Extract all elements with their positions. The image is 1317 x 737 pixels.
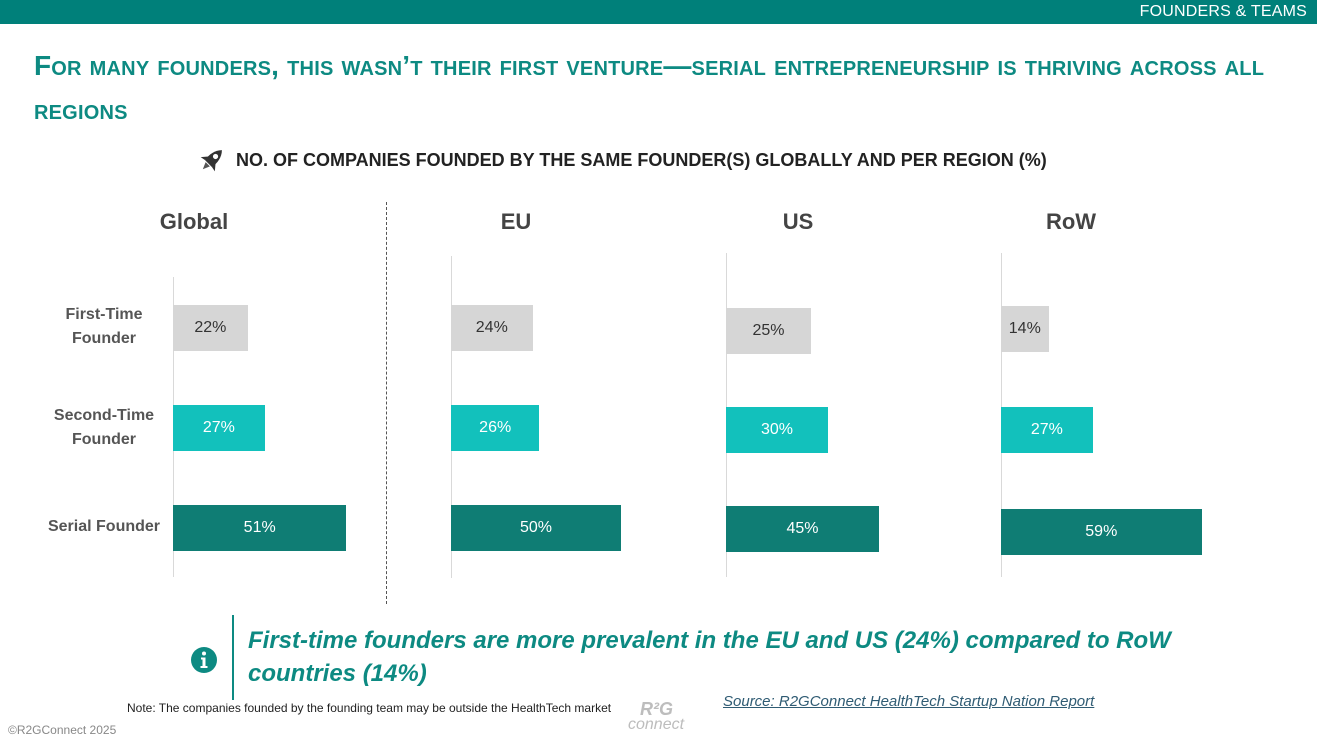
chart-title: NO. OF COMPANIES FOUNDED BY THE SAME FOU…: [196, 143, 1047, 177]
bar-eu-first: 24%: [451, 305, 533, 351]
panel-title-eu: EU: [500, 209, 532, 234]
page-headline: For many founders, this wasn’t their fir…: [34, 50, 1265, 125]
bar-label: 45%: [786, 520, 819, 537]
rocket-icon: [200, 150, 222, 172]
info-icon: [191, 647, 217, 673]
bar-label: 27%: [1030, 421, 1063, 438]
row-label-serial: Serial Founder: [47, 518, 161, 535]
row-label-second: Second-Time Founder: [53, 407, 155, 448]
bar-label: 27%: [202, 419, 235, 436]
bar-label: 30%: [760, 421, 794, 438]
bar-global-serial: 51%: [173, 505, 347, 551]
bar-eu-second: 26%: [451, 405, 540, 451]
copyright: ©R2GConnect 2025: [8, 723, 117, 737]
bar-us-first: 25%: [726, 308, 811, 354]
bar-row-second: 27%: [1001, 407, 1093, 453]
panel-title-global: Global: [159, 209, 229, 234]
bar-us-serial: 45%: [726, 506, 879, 552]
panel-title-row: RoW: [1045, 209, 1097, 234]
logo-mark: R²G: [640, 699, 673, 719]
bar-eu-serial: 50%: [451, 505, 621, 551]
chart-title-text: NO. OF COMPANIES FOUNDED BY THE SAME FOU…: [236, 149, 1047, 170]
insight-text: First-time founders are more prevalent i…: [248, 627, 1171, 687]
bar-label: 50%: [519, 519, 553, 536]
panel-title-us: US: [782, 209, 814, 234]
bar-label: 14%: [1008, 320, 1041, 337]
bar-label: 25%: [752, 322, 785, 339]
bar-label: 59%: [1085, 523, 1118, 540]
bar-us-second: 30%: [726, 407, 828, 453]
footnote: Note: The companies founded by the found…: [127, 701, 612, 715]
bar-label: 26%: [479, 419, 512, 436]
bar-row-serial: 59%: [1001, 509, 1202, 555]
logo-wordmark: connect: [628, 716, 685, 733]
bar-label: 22%: [194, 319, 227, 336]
bar-global-first: 22%: [173, 305, 248, 351]
top-banner: FOUNDERS & TEAMS: [0, 0, 1317, 24]
bar-label: 24%: [475, 319, 508, 336]
row-label-first: First-Time Founder: [65, 306, 143, 347]
bar-global-second: 27%: [173, 405, 265, 451]
source-link[interactable]: Source: R2GConnect HealthTech Startup Na…: [723, 693, 1095, 710]
r2g-logo: R²G connect: [624, 699, 698, 737]
insight-rule: [232, 615, 234, 700]
panel-divider: [386, 202, 387, 604]
bar-row-first: 14%: [1001, 306, 1049, 352]
section-label: FOUNDERS & TEAMS: [1139, 3, 1307, 20]
bar-label: 51%: [243, 519, 276, 536]
